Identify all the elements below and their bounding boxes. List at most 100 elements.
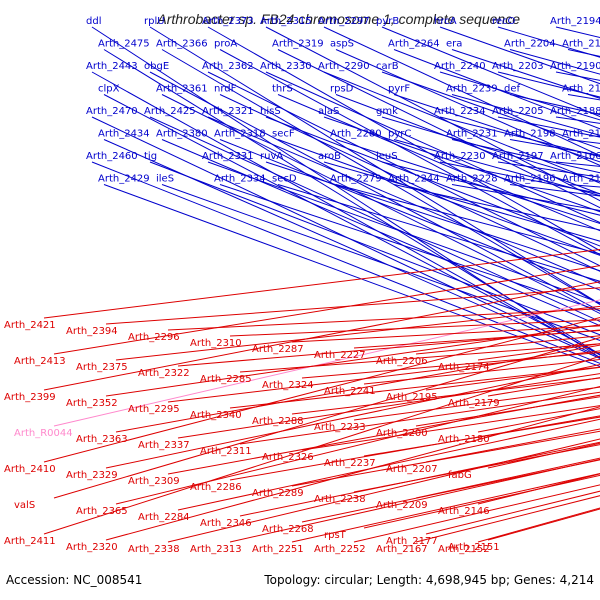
forward-leader-line — [207, 26, 600, 252]
reverse-gene-label: fabG — [448, 470, 472, 481]
forward-gene-label: secD — [272, 174, 297, 185]
forward-leader-line — [381, 71, 600, 150]
forward-gene-label: Arth_2475 — [98, 39, 150, 50]
forward-gene-label: Arth_2321 — [202, 106, 254, 117]
reverse-leader-line — [239, 391, 600, 445]
forward-gene-label: Arth_2244 — [388, 174, 440, 185]
forward-gene-label: pyrB — [376, 16, 399, 27]
reverse-leader-line — [115, 385, 600, 505]
forward-gene-label: Arth_2239 — [446, 84, 498, 95]
reverse-gene-label: Arth_2329 — [66, 470, 118, 481]
reverse-leader-line — [363, 474, 600, 529]
forward-strand-labels: ddl Arth_2475 Arth_2443 clpX Arth_2470 Arth_2… — [86, 16, 600, 185]
reverse-gene-label: Arth_2287 — [252, 344, 304, 355]
forward-gene-label: hrcA — [434, 16, 457, 27]
forward-gene-label: Arth_2228 — [446, 174, 498, 185]
forward-gene-label: Arth_2318 — [214, 129, 266, 140]
forward-gene-label: nrdF — [214, 84, 237, 95]
reverse-gene-label: Arth_2238 — [314, 494, 366, 505]
forward-gene-label: Arth_2319 — [272, 39, 324, 50]
forward-leader-line — [265, 71, 600, 224]
forward-gene-label: carB — [376, 61, 399, 72]
forward-leader-line — [323, 116, 600, 213]
forward-gene-label: aspS — [330, 39, 354, 50]
reverse-gene-label: Arth_2179 — [448, 398, 500, 409]
forward-leader-line — [161, 94, 600, 315]
forward-leader-line — [219, 184, 600, 312]
reverse-leader-line — [177, 373, 600, 439]
reverse-gene-label: Arth_2233 — [314, 422, 366, 433]
forward-gene-label: pyrC — [388, 129, 411, 140]
forward-gene-label: tig — [144, 151, 157, 162]
forward-gene-label: clpX — [98, 84, 120, 95]
forward-gene-label: Arth_2234 — [434, 106, 486, 117]
forward-gene-label: Arth_2334 — [214, 174, 266, 185]
reverse-gene-label: Arth_2296 — [128, 332, 180, 343]
forward-gene-label: ruvA — [260, 151, 283, 162]
forward-gene-label: alaS — [318, 106, 339, 117]
forward-gene-label: Arth_2443 — [86, 61, 138, 72]
forward-gene-label: Arth_2290 — [318, 61, 370, 72]
forward-gene-label: Arth_2264 — [388, 39, 440, 50]
reverse-gene-label: Arth_2180 — [438, 434, 490, 445]
reverse-gene-label: Arth_2288 — [252, 416, 304, 427]
reverse-leader-line — [301, 459, 600, 523]
reverse-gene-label: Arth_2322 — [138, 368, 190, 379]
reverse-leader-line — [43, 248, 600, 319]
forward-leader-line — [103, 139, 600, 359]
reverse-gene-label: valS — [14, 500, 35, 511]
forward-leader-line — [91, 161, 600, 364]
forward-gene-label: ileS — [156, 174, 174, 185]
forward-gene-label: Arth_2194 — [550, 16, 600, 27]
reverse-leader-line — [167, 308, 600, 331]
forward-gene-label: Arth_2191 — [562, 39, 600, 50]
forward-leader-line — [265, 161, 600, 272]
forward-leader-line — [335, 49, 600, 166]
reverse-leader-line — [229, 458, 600, 543]
forward-gene-label: Arth_2331 — [202, 151, 254, 162]
reverse-gene-label: Arth_2206 — [376, 356, 428, 367]
forward-leader-line — [335, 139, 600, 224]
reverse-gene-label: Arth_2237 — [324, 458, 376, 469]
reverse-leader-line — [291, 377, 600, 415]
forward-leader-line — [149, 116, 600, 323]
forward-leader-line — [381, 26, 600, 118]
forward-gene-label: Arth_2434 — [98, 129, 150, 140]
forward-gene-label: rpsD — [330, 84, 354, 95]
reverse-gene-label: Arth_2338 — [128, 544, 180, 555]
forward-gene-label: recO — [492, 16, 516, 27]
forward-leader-line — [265, 116, 600, 247]
reverse-gene-label: Arth_2268 — [262, 524, 314, 535]
reverse-strand-label-lines — [43, 248, 600, 543]
forward-leader-line — [277, 184, 600, 282]
reverse-gene-label: Arth_2284 — [138, 512, 190, 523]
reverse-gene-label: Arth_2200 — [376, 428, 428, 439]
reverse-gene-label: Arth_2326 — [262, 452, 314, 463]
forward-leader-line — [393, 184, 600, 231]
reverse-leader-line — [301, 351, 600, 379]
reverse-leader-line — [229, 319, 600, 337]
forward-leader-line — [277, 139, 600, 256]
forward-gene-label: Arth_2380 — [156, 129, 208, 140]
reverse-gene-label: Arth_2411 — [4, 536, 56, 547]
reverse-leader-line — [229, 366, 600, 409]
reverse-leader-line — [115, 344, 600, 433]
map-title: Arthrobacter sp. FB24 chromosome 1, comp… — [156, 11, 520, 27]
reverse-leader-line — [353, 484, 600, 543]
reverse-gene-label: Arth_2146 — [438, 506, 490, 517]
reverse-gene-label: Arth_2174 — [438, 362, 490, 373]
forward-leader-line — [219, 139, 600, 291]
forward-gene-label: gmk — [376, 106, 398, 117]
reverse-leader-line — [301, 405, 600, 451]
forward-gene-label: hisS — [260, 106, 281, 117]
forward-leader-line — [149, 71, 600, 312]
reverse-gene-label: Arth_2421 — [4, 320, 56, 331]
reverse-gene-label: Arth_2177 — [386, 536, 438, 547]
forward-leader-line — [393, 94, 600, 163]
reverse-leader-line — [291, 325, 600, 343]
forward-gene-label: thrS — [272, 84, 293, 95]
reverse-leader-line — [291, 430, 600, 487]
reverse-gene-label: Arth_2252 — [314, 544, 366, 555]
reverse-leader-line — [167, 394, 600, 475]
